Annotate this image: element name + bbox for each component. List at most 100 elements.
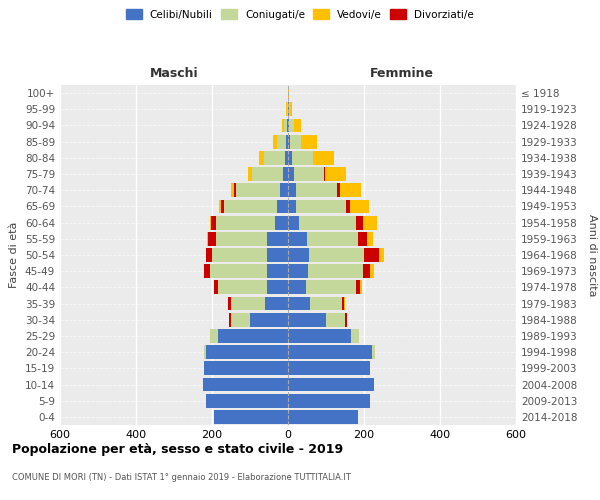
Text: COMUNE DI MORI (TN) - Dati ISTAT 1° gennaio 2019 - Elaborazione TUTTITALIA.IT: COMUNE DI MORI (TN) - Dati ISTAT 1° genn… — [12, 472, 351, 482]
Text: Femmine: Femmine — [370, 67, 434, 80]
Bar — [248, 167, 251, 181]
Bar — [288, 362, 370, 375]
Bar — [218, 329, 288, 343]
Bar — [210, 329, 218, 343]
Bar — [313, 151, 334, 164]
Bar — [216, 232, 267, 245]
Bar — [259, 151, 263, 164]
Bar — [296, 184, 337, 197]
Bar — [277, 135, 286, 148]
Bar — [288, 151, 292, 164]
Bar — [363, 264, 370, 278]
Bar — [288, 118, 289, 132]
Bar — [283, 167, 288, 181]
Bar — [251, 167, 252, 181]
Bar — [252, 167, 283, 181]
Bar — [205, 264, 210, 278]
Bar — [286, 102, 287, 116]
Bar — [288, 135, 290, 148]
Bar — [288, 102, 289, 116]
Bar — [306, 280, 356, 294]
Y-axis label: Anni di nascita: Anni di nascita — [587, 214, 597, 296]
Bar — [326, 313, 345, 326]
Bar — [307, 232, 358, 245]
Bar — [203, 264, 205, 278]
Bar — [370, 264, 374, 278]
Bar — [265, 296, 288, 310]
Bar — [345, 313, 347, 326]
Bar — [324, 167, 325, 181]
Bar — [310, 296, 343, 310]
Bar — [288, 200, 296, 213]
Bar — [264, 151, 285, 164]
Bar — [228, 296, 231, 310]
Bar — [287, 118, 288, 132]
Bar — [290, 102, 292, 116]
Bar — [288, 167, 294, 181]
Bar — [206, 394, 288, 407]
Bar — [231, 184, 234, 197]
Bar — [284, 118, 287, 132]
Bar — [234, 184, 236, 197]
Bar — [292, 151, 313, 164]
Bar — [214, 280, 218, 294]
Bar — [236, 184, 280, 197]
Bar — [325, 167, 346, 181]
Bar — [231, 296, 265, 310]
Bar — [203, 362, 205, 375]
Bar — [289, 118, 294, 132]
Bar — [285, 151, 288, 164]
Bar — [343, 296, 344, 310]
Bar — [277, 200, 288, 213]
Bar — [288, 216, 299, 230]
Bar — [206, 248, 212, 262]
Bar — [288, 378, 373, 392]
Bar — [346, 200, 350, 213]
Bar — [288, 248, 309, 262]
Bar — [214, 410, 288, 424]
Bar — [290, 135, 301, 148]
Bar — [296, 200, 346, 213]
Bar — [350, 200, 370, 213]
Bar — [206, 346, 288, 359]
Bar — [356, 216, 363, 230]
Bar — [367, 232, 373, 245]
Bar — [267, 280, 288, 294]
Legend: Celibi/Nubili, Coniugati/e, Vedovi/e, Divorziati/e: Celibi/Nubili, Coniugati/e, Vedovi/e, Di… — [122, 5, 478, 24]
Bar — [288, 394, 370, 407]
Bar — [308, 264, 363, 278]
Bar — [210, 264, 267, 278]
Bar — [275, 216, 288, 230]
Bar — [211, 216, 216, 230]
Bar — [288, 86, 289, 100]
Bar — [288, 296, 310, 310]
Bar — [340, 184, 361, 197]
Bar — [301, 135, 317, 148]
Bar — [288, 264, 308, 278]
Bar — [363, 216, 377, 230]
Bar — [288, 346, 371, 359]
Bar — [221, 200, 224, 213]
Bar — [250, 313, 288, 326]
Bar — [350, 329, 359, 343]
Bar — [360, 280, 362, 294]
Bar — [216, 216, 275, 230]
Bar — [218, 280, 267, 294]
Bar — [273, 135, 277, 148]
Bar — [294, 167, 324, 181]
Bar — [371, 346, 374, 359]
Bar — [288, 313, 326, 326]
Bar — [364, 248, 379, 262]
Bar — [205, 346, 206, 359]
Bar — [358, 232, 367, 245]
Bar — [267, 248, 288, 262]
Bar — [288, 329, 350, 343]
Bar — [212, 248, 267, 262]
Bar — [208, 232, 216, 245]
Bar — [309, 248, 364, 262]
Bar — [289, 102, 290, 116]
Bar — [288, 280, 306, 294]
Text: Popolazione per età, sesso e stato civile - 2019: Popolazione per età, sesso e stato civil… — [12, 442, 343, 456]
Bar — [288, 410, 358, 424]
Y-axis label: Fasce di età: Fasce di età — [10, 222, 19, 288]
